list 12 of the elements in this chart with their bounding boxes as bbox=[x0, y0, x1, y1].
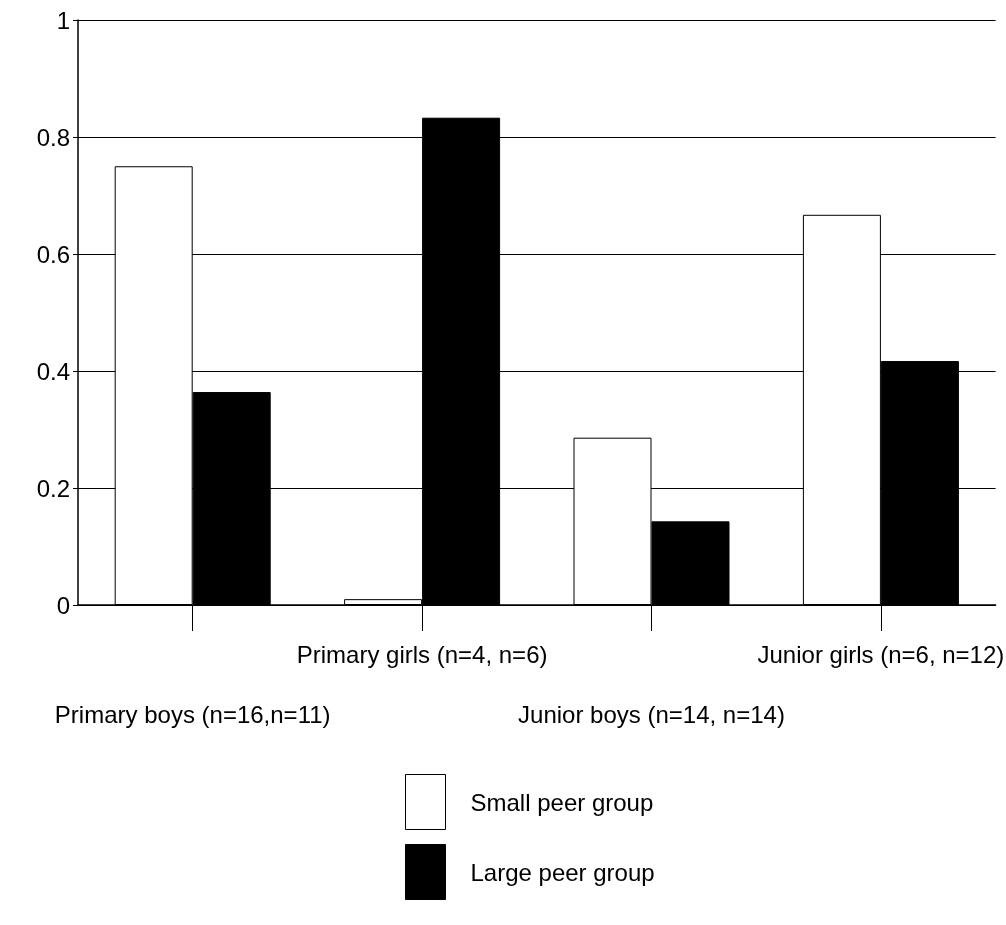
legend-label: Small peer group bbox=[470, 788, 654, 816]
y-tick-label: 0.8 bbox=[36, 123, 70, 151]
y-tick-label: 0.2 bbox=[36, 474, 70, 502]
x-tick-label: Primary boys (n=16,n=11) bbox=[54, 700, 331, 728]
y-tick-label: 0.6 bbox=[36, 240, 70, 268]
legend-label: Large peer group bbox=[470, 858, 655, 886]
y-tick-label: 0.4 bbox=[36, 357, 70, 385]
y-tick-label: 1 bbox=[56, 6, 70, 34]
x-tick-label: Junior boys (n=14, n=14) bbox=[518, 700, 785, 728]
y-tick-label: 0 bbox=[56, 591, 70, 619]
x-tick-label: Junior girls (n=6, n=12) bbox=[757, 640, 1005, 668]
x-tick-label: Primary girls (n=4, n=6) bbox=[296, 640, 548, 668]
